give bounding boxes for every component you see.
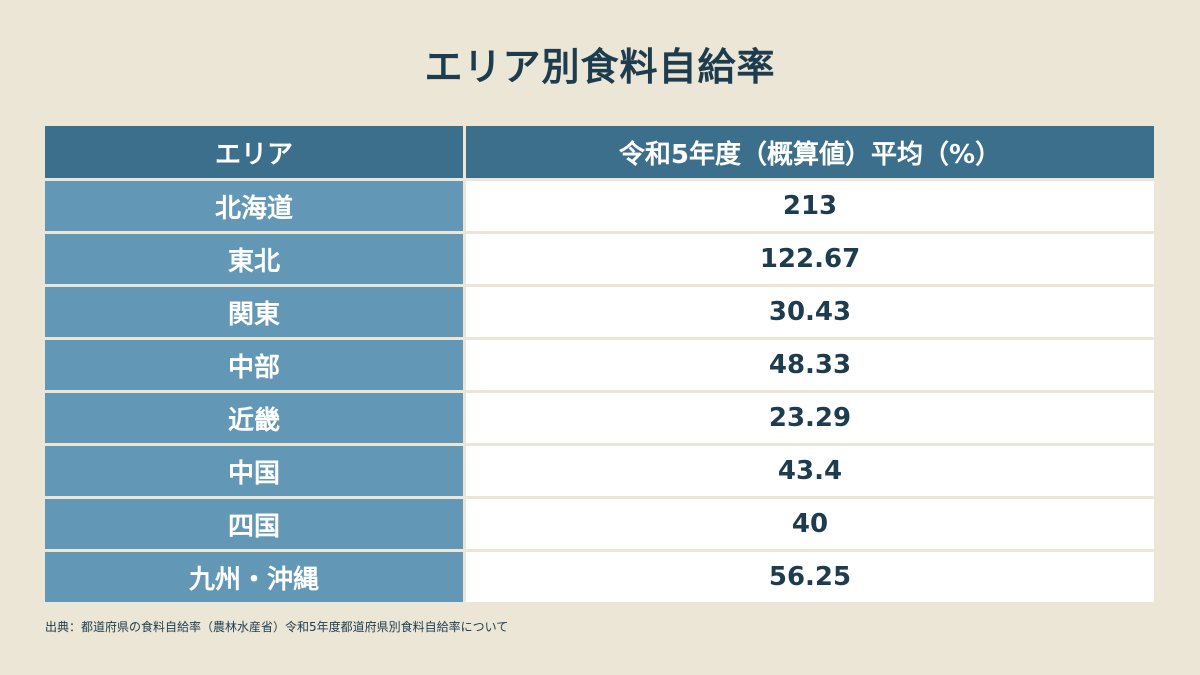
area-cell: 四国 — [45, 499, 463, 549]
column-header-value: 令和5年度（概算値）平均（%） — [466, 126, 1154, 178]
source-note: 出典：都道府県の食料自給率（農林水産省）令和5年度都道府県別食料自給率について — [45, 620, 509, 634]
value-cell: 23.29 — [466, 393, 1154, 443]
table-row: 中国 43.4 — [45, 446, 1154, 496]
area-cell: 近畿 — [45, 393, 463, 443]
food-self-sufficiency-table: エリア 令和5年度（概算値）平均（%） 北海道 213 東北 122.67 関東… — [45, 126, 1154, 605]
area-cell: 中部 — [45, 340, 463, 390]
value-cell: 40 — [466, 499, 1154, 549]
table-row: 関東 30.43 — [45, 287, 1154, 337]
value-cell: 30.43 — [466, 287, 1154, 337]
value-cell: 56.25 — [466, 552, 1154, 602]
chart-title: エリア別食料自給率 — [424, 45, 776, 89]
area-cell: 北海道 — [45, 181, 463, 231]
value-cell: 213 — [466, 181, 1154, 231]
area-cell: 関東 — [45, 287, 463, 337]
area-cell: 九州・沖縄 — [45, 552, 463, 602]
table-row: 中部 48.33 — [45, 340, 1154, 390]
table-row: 東北 122.67 — [45, 234, 1154, 284]
area-cell: 中国 — [45, 446, 463, 496]
table-row: 北海道 213 — [45, 181, 1154, 231]
table-header-row: エリア 令和5年度（概算値）平均（%） — [45, 126, 1154, 178]
value-cell: 43.4 — [466, 446, 1154, 496]
value-cell: 122.67 — [466, 234, 1154, 284]
value-cell: 48.33 — [466, 340, 1154, 390]
table-row: 近畿 23.29 — [45, 393, 1154, 443]
table-row: 九州・沖縄 56.25 — [45, 552, 1154, 602]
area-cell: 東北 — [45, 234, 463, 284]
column-header-area: エリア — [45, 126, 463, 178]
table-row: 四国 40 — [45, 499, 1154, 549]
